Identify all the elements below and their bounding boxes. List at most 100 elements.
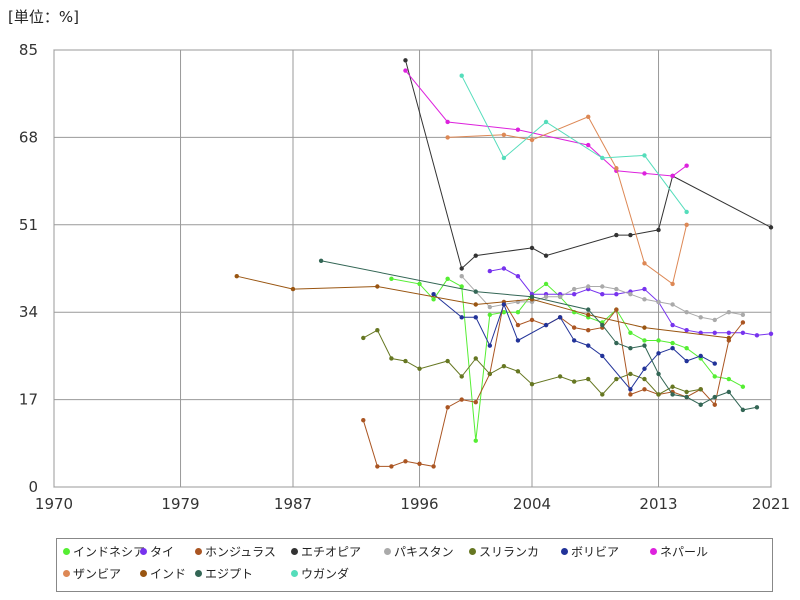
data-point: [234, 274, 239, 279]
data-point: [529, 317, 535, 323]
series-9: [234, 274, 732, 341]
data-point: [501, 266, 507, 271]
x-tick-label: 2013: [639, 495, 677, 513]
legend-item: インドネシア: [63, 543, 145, 560]
data-point: [543, 119, 549, 125]
data-point: [515, 310, 521, 315]
data-point: [712, 361, 717, 366]
data-point: [614, 286, 619, 292]
data-point: [586, 312, 591, 317]
legend-item: ザンビア: [63, 565, 121, 582]
data-point: [656, 392, 661, 397]
data-point: [445, 276, 450, 281]
data-point: [684, 358, 689, 364]
data-point: [600, 284, 605, 289]
data-point: [684, 327, 689, 333]
data-point: [487, 304, 493, 310]
x-tick-label: 2021: [752, 495, 790, 513]
legend-marker: [469, 548, 476, 555]
series-lines: [234, 58, 774, 469]
x-tick-label: 1970: [35, 495, 73, 513]
legend-item: パキスタン: [384, 543, 454, 560]
data-point: [684, 310, 689, 315]
data-point: [375, 284, 380, 289]
data-point: [712, 374, 717, 379]
data-point: [571, 325, 577, 330]
data-point: [375, 464, 380, 469]
data-point: [543, 322, 549, 328]
data-point: [642, 366, 647, 371]
data-point: [543, 294, 549, 299]
data-point: [740, 407, 746, 413]
legend-item: ネパール: [650, 543, 708, 560]
data-point: [754, 405, 760, 410]
data-point: [571, 379, 577, 384]
data-point: [586, 376, 591, 382]
data-point: [431, 464, 436, 469]
legend-label: エジプト: [205, 567, 254, 581]
legend-item: タイ: [140, 543, 174, 560]
legend-item: エジプト: [195, 565, 253, 582]
data-point: [431, 297, 436, 302]
data-point: [656, 371, 661, 377]
data-point: [712, 394, 717, 400]
series-line: [447, 116, 688, 285]
data-point: [501, 363, 507, 369]
legend-item: ホンジュラス: [195, 543, 276, 560]
legend-marker: [195, 570, 202, 577]
data-point: [557, 374, 563, 379]
data-point: [445, 135, 450, 140]
y-tick-label: 17: [19, 391, 38, 409]
y-tick-label: 34: [19, 303, 38, 321]
data-point: [684, 345, 689, 351]
legend-label: インドネシア: [73, 545, 146, 559]
data-point: [698, 402, 703, 407]
axis-tick-labels: 1970 1979 1987 1996 2004 2013 2021 0 17 34 51 68 85: [19, 41, 790, 513]
legend-marker: [195, 548, 202, 555]
data-point: [515, 322, 521, 328]
legend-marker: [63, 548, 70, 555]
data-point: [628, 292, 633, 297]
data-point: [318, 258, 324, 263]
data-point: [600, 292, 605, 297]
legend-marker: [140, 570, 147, 577]
data-point: [529, 245, 535, 251]
data-point: [459, 284, 464, 289]
data-point: [628, 330, 633, 335]
data-point: [389, 356, 394, 361]
data-point: [529, 381, 535, 387]
data-point: [459, 397, 464, 402]
data-point: [403, 68, 408, 73]
data-point: [642, 286, 647, 292]
data-point: [726, 310, 732, 315]
data-point: [628, 392, 633, 397]
data-point: [684, 389, 689, 395]
data-point: [656, 351, 661, 356]
data-point: [670, 392, 675, 397]
legend-label: タイ: [150, 545, 175, 559]
data-point: [543, 281, 549, 287]
data-point: [726, 330, 732, 335]
series-line: [321, 260, 757, 411]
legend-label: ウガンダ: [301, 567, 350, 581]
data-point: [487, 268, 493, 274]
series-line: [236, 275, 729, 339]
data-point: [543, 253, 549, 258]
data-point: [473, 289, 478, 294]
data-point: [487, 312, 493, 317]
data-point: [473, 356, 478, 361]
data-point: [515, 127, 521, 132]
data-point: [473, 438, 478, 443]
data-point: [670, 322, 675, 328]
legend-label: エチオピア: [301, 545, 362, 559]
data-point: [642, 297, 647, 302]
data-point: [712, 317, 717, 323]
legend-marker: [384, 548, 391, 555]
data-point: [726, 335, 732, 341]
legend-marker: [140, 548, 147, 555]
data-point: [515, 338, 521, 343]
y-tick-label: 51: [19, 216, 38, 234]
series-11: [459, 73, 689, 215]
legend-label: ザンビア: [73, 567, 122, 581]
data-point: [417, 281, 422, 287]
